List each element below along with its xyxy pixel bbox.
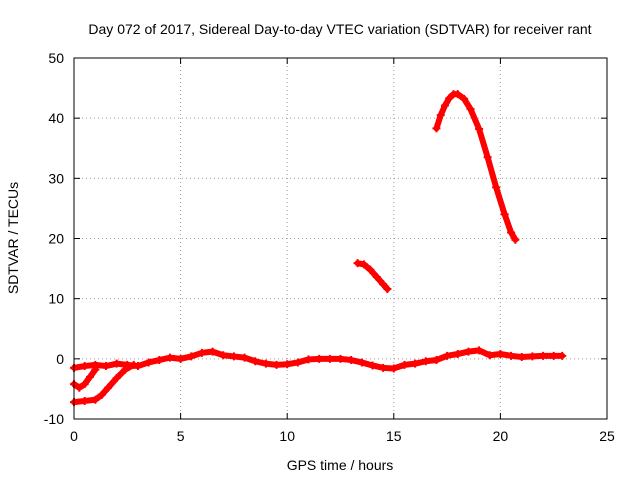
data-point [507, 351, 516, 360]
data-point [464, 347, 473, 356]
data-point [507, 228, 516, 237]
data-point [336, 354, 345, 363]
data-point [304, 355, 313, 364]
data-point [453, 90, 462, 99]
chart-title: Day 072 of 2017, Sidereal Day-to-day VTE… [88, 21, 591, 37]
data-point [357, 358, 366, 367]
data-point [80, 396, 89, 405]
data-point [197, 348, 206, 357]
data-point [383, 285, 392, 294]
data-point [129, 360, 138, 369]
data-point [97, 390, 106, 399]
data-point [432, 124, 441, 133]
data-point [466, 105, 475, 114]
data-point [475, 346, 484, 355]
data-point [453, 350, 462, 359]
data-point [400, 360, 409, 369]
data-point [372, 273, 381, 282]
x-tick-label: 20 [493, 428, 509, 444]
data-point [485, 351, 494, 360]
data-point [366, 265, 375, 274]
data-point [315, 354, 324, 363]
y-tick-label: 30 [48, 170, 64, 186]
data-point [101, 362, 110, 371]
data-point [500, 210, 509, 219]
data-point [104, 383, 113, 392]
series-baseline [70, 346, 567, 373]
data-point [283, 360, 292, 369]
data-point [443, 351, 452, 360]
data-point [112, 359, 121, 368]
tick-labels: 0 5 10 15 20 25 -10 0 10 20 30 40 50 [44, 50, 615, 444]
data-point [325, 354, 334, 363]
data-point [483, 153, 492, 162]
data-point [155, 356, 164, 365]
data-point [272, 360, 281, 369]
data-point [85, 372, 94, 381]
data-point [353, 259, 362, 268]
data-point [389, 364, 398, 373]
x-tick-label: 0 [70, 428, 78, 444]
data-point [293, 358, 302, 367]
x-tick-label: 5 [177, 428, 185, 444]
data-point [549, 351, 558, 360]
data-point [229, 352, 238, 361]
ticks [73, 57, 608, 420]
x-tick-label: 10 [279, 428, 295, 444]
y-tick-label: 40 [48, 110, 64, 126]
data-point [91, 395, 100, 404]
data-point [261, 359, 270, 368]
data-point [80, 362, 89, 371]
data-point [165, 353, 174, 362]
data-point [347, 356, 356, 365]
data-point [436, 111, 445, 120]
y-tick-label: -10 [44, 411, 64, 427]
x-axis-label: GPS time / hours [287, 457, 394, 473]
data-point [496, 350, 505, 359]
data-point [528, 352, 537, 361]
data-point [432, 356, 441, 365]
data-point [91, 365, 100, 374]
data-point [144, 358, 153, 367]
data-point [80, 380, 89, 389]
data-point [368, 361, 377, 370]
data-point [208, 347, 217, 356]
data-point [475, 124, 484, 133]
data-point [511, 235, 520, 244]
data-point [240, 353, 249, 362]
data-point [379, 363, 388, 372]
data-point [440, 101, 449, 110]
data-point [445, 94, 454, 103]
data-point [219, 351, 228, 360]
data-point [176, 354, 185, 363]
x-tick-label: 25 [599, 428, 615, 444]
data-point [517, 353, 526, 362]
data-series [70, 90, 567, 407]
data-point [411, 359, 420, 368]
y-tick-label: 50 [48, 50, 64, 66]
x-tick-label: 15 [386, 428, 402, 444]
series-segment-b [70, 360, 138, 407]
data-point [460, 94, 469, 103]
data-point [112, 374, 121, 383]
data-point [558, 351, 567, 360]
data-point [187, 352, 196, 361]
y-axis-label: SDTVAR / TECUs [5, 182, 21, 294]
y-tick-label: 20 [48, 231, 64, 247]
data-point [539, 351, 548, 360]
data-point [359, 260, 368, 269]
series-segment-c [353, 259, 392, 294]
data-point [421, 357, 430, 366]
data-point [492, 183, 501, 192]
data-point [121, 365, 130, 374]
y-tick-label: 0 [56, 351, 64, 367]
data-point [251, 357, 260, 366]
data-point [379, 280, 388, 289]
data-point [75, 383, 84, 392]
y-tick-label: 10 [48, 291, 64, 307]
series-segment-d [432, 90, 520, 244]
